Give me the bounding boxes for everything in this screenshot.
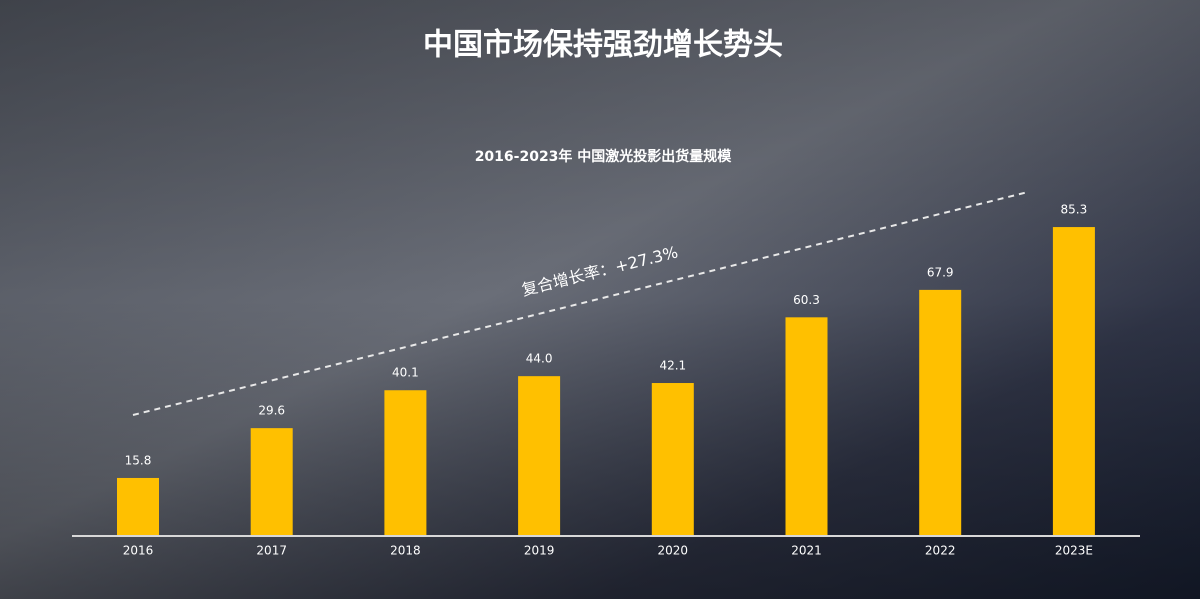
value-label: 67.9: [927, 265, 954, 279]
value-label: 29.6: [258, 404, 285, 418]
bar: [117, 477, 159, 535]
bar: [785, 317, 828, 535]
value-label: 44.0: [526, 352, 553, 366]
value-label: 40.1: [392, 366, 419, 380]
x-tick-label: 2023E: [1055, 544, 1093, 558]
x-tick-label: 2021: [791, 544, 822, 558]
bar: [651, 383, 694, 535]
x-tick-label: 2019: [524, 544, 555, 558]
bar: [518, 376, 561, 535]
value-label: 15.8: [125, 453, 152, 467]
bar: [919, 289, 962, 535]
x-tick-label: 2020: [658, 544, 689, 558]
x-tick-label: 2017: [256, 544, 287, 558]
bar: [1052, 227, 1095, 535]
value-label: 60.3: [793, 293, 820, 307]
bar: [384, 390, 427, 535]
value-label: 42.1: [659, 359, 686, 373]
chart-title: 中国市场保持强劲增长势头: [423, 28, 783, 63]
x-tick-label: 2016: [123, 544, 154, 558]
x-tick-label: 2022: [925, 544, 956, 558]
x-tick-label: 2018: [390, 544, 421, 558]
value-label: 85.3: [1061, 203, 1088, 217]
bar: [250, 428, 293, 535]
chart-subtitle: 2016-2023年 中国激光投影出货量规模: [475, 148, 733, 165]
